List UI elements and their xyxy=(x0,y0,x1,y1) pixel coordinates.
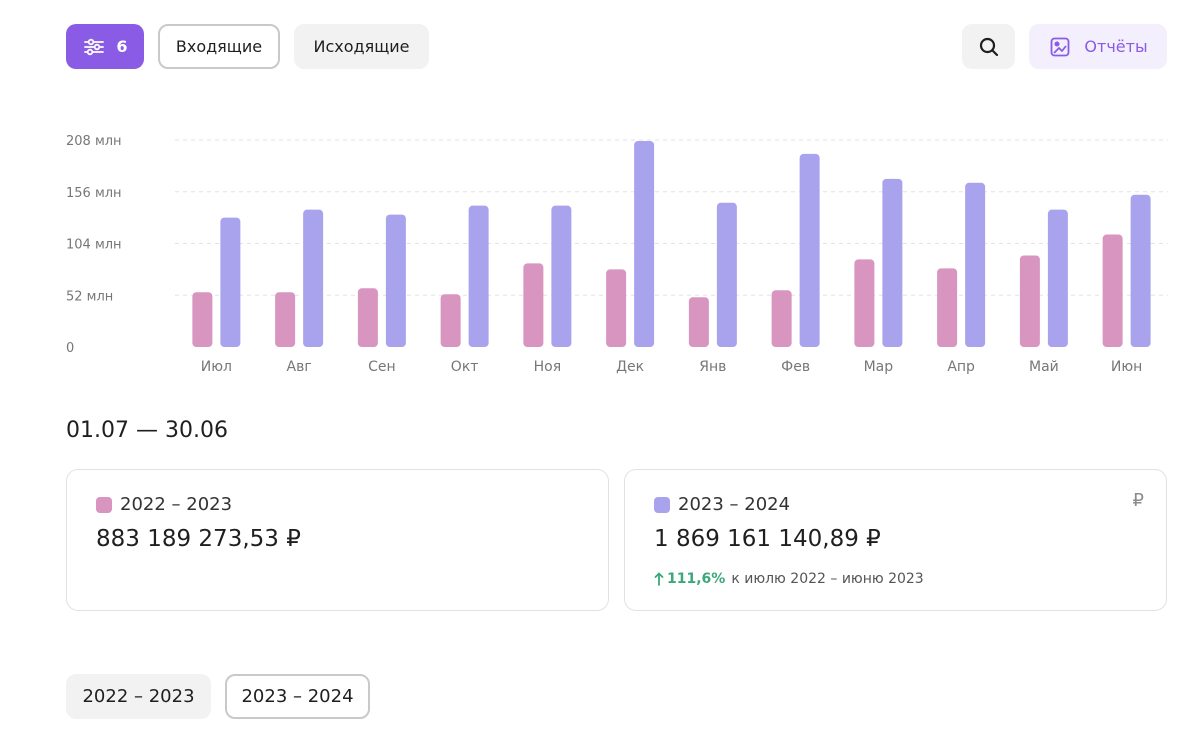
x-tick-label: Апр xyxy=(947,359,975,375)
bar-2023-2024[interactable] xyxy=(468,205,489,347)
year-tab-2022[interactable]: 2022 – 2023 xyxy=(66,674,211,719)
card-amount: 1 869 161 140,89 ₽ xyxy=(654,526,881,552)
x-tick-label: Авг xyxy=(287,359,312,375)
y-tick-label: 156 млн xyxy=(66,186,122,201)
period-label: 01.07 — 30.06 xyxy=(66,418,228,443)
filter-count: 6 xyxy=(116,37,128,56)
search-icon xyxy=(979,37,998,56)
currency-icon[interactable]: ₽ xyxy=(1132,490,1144,511)
bar-2022-2023[interactable] xyxy=(1102,234,1123,347)
summary-card-2022: 2022 – 2023 883 189 273,53 ₽ xyxy=(66,469,609,611)
x-tick-label: Окт xyxy=(451,359,479,375)
bar-2022-2023[interactable] xyxy=(523,263,544,347)
bar-2023-2024[interactable] xyxy=(634,140,655,347)
bar-2023-2024[interactable] xyxy=(1130,194,1151,347)
filter-button[interactable]: 6 xyxy=(66,24,144,69)
x-tick-label: Фев xyxy=(781,359,810,375)
incoming-tab[interactable]: Входящие xyxy=(158,24,280,69)
y-tick-label: 52 млн xyxy=(66,289,113,304)
card-legend-label: 2023 – 2024 xyxy=(678,494,791,515)
bar-2023-2024[interactable] xyxy=(799,153,820,347)
y-tick-label: 0 xyxy=(66,341,74,356)
bar-2022-2023[interactable] xyxy=(357,288,378,347)
filter-sliders-icon xyxy=(84,38,105,55)
bar-2022-2023[interactable] xyxy=(440,294,461,347)
bar-2022-2023[interactable] xyxy=(1019,255,1040,347)
bar-2022-2023[interactable] xyxy=(275,292,296,347)
legend-swatch xyxy=(96,496,112,513)
bar-2022-2023[interactable] xyxy=(192,292,213,347)
arrow-up-icon xyxy=(654,572,664,586)
year-tab-2023[interactable]: 2023 – 2024 xyxy=(225,674,370,719)
bar-2022-2023[interactable] xyxy=(688,297,709,347)
card-amount: 883 189 273,53 ₽ xyxy=(96,526,301,552)
y-tick-label: 104 млн xyxy=(66,238,122,253)
bar-2022-2023[interactable] xyxy=(937,268,958,347)
x-tick-label: Июл xyxy=(201,359,232,375)
y-tick-label: 208 млн xyxy=(66,134,122,149)
x-tick-label: Мар xyxy=(864,359,894,375)
x-tick-label: Май xyxy=(1029,359,1059,375)
outgoing-tab[interactable]: Исходящие xyxy=(294,24,429,69)
bar-2022-2023[interactable] xyxy=(606,269,627,347)
bar-2023-2024[interactable] xyxy=(965,182,986,347)
bar-chart: 0 52 млн 104 млн 156 млн 208 млн Июл Авг Сен Окт… xyxy=(60,120,1175,385)
card-legend: 2022 – 2023 xyxy=(96,494,232,515)
chart-svg: 0 52 млн 104 млн 156 млн 208 млн Июл Авг Сен Окт… xyxy=(66,134,1168,375)
growth-percent: 111,6% xyxy=(654,571,725,587)
bar-2022-2023[interactable] xyxy=(854,259,875,347)
bar-2022-2023[interactable] xyxy=(771,290,792,347)
x-tick-label: Сен xyxy=(368,359,396,375)
bar-2023-2024[interactable] xyxy=(303,209,324,347)
bar-2023-2024[interactable] xyxy=(882,178,903,347)
summary-card-2023: 2023 – 2024 ₽ 1 869 161 140,89 ₽ 111,6% … xyxy=(624,469,1167,611)
bar-2023-2024[interactable] xyxy=(385,214,406,347)
search-button[interactable] xyxy=(962,24,1015,69)
growth-text: к июлю 2022 – июню 2023 xyxy=(731,571,924,587)
reports-label: Отчёты xyxy=(1084,37,1148,56)
report-image-icon xyxy=(1051,37,1070,56)
x-tick-label: Дек xyxy=(616,359,644,375)
toolbar: 6 Входящие Исходящие Отчёты xyxy=(66,24,1167,69)
x-tick-label: Июн xyxy=(1111,359,1142,375)
bar-2023-2024[interactable] xyxy=(716,202,737,347)
bar-2023-2024[interactable] xyxy=(1047,209,1068,347)
card-legend: 2023 – 2024 xyxy=(654,494,790,515)
bar-2023-2024[interactable] xyxy=(551,205,572,347)
x-tick-label: Янв xyxy=(699,359,726,375)
reports-button[interactable]: Отчёты xyxy=(1029,24,1167,69)
growth-percent-value: 111,6% xyxy=(667,571,726,587)
legend-swatch xyxy=(654,496,670,513)
card-legend-label: 2022 – 2023 xyxy=(120,494,233,515)
growth-indicator: 111,6% к июлю 2022 – июню 2023 xyxy=(654,571,924,587)
bar-2023-2024[interactable] xyxy=(220,217,241,347)
x-tick-label: Ноя xyxy=(534,359,562,375)
